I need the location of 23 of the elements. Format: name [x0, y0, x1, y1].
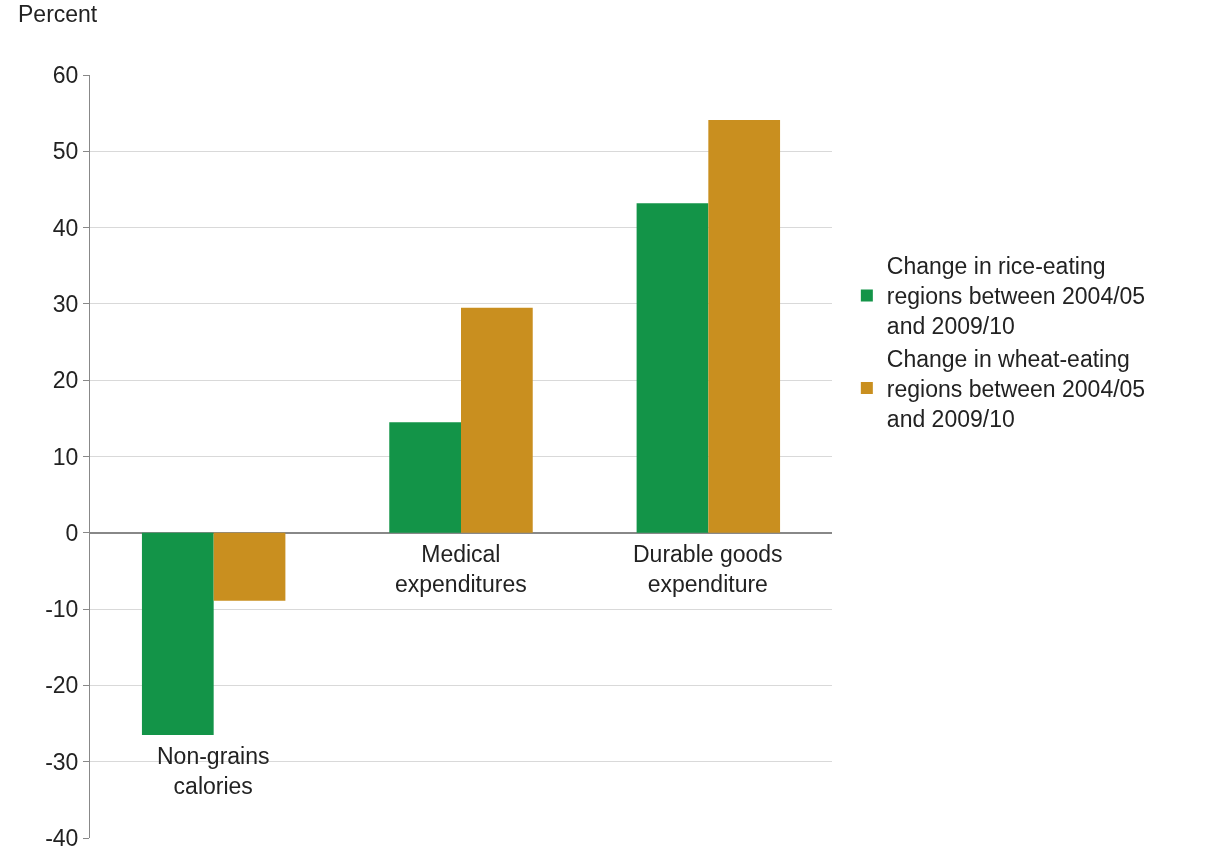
y-tick-label: 30	[52, 290, 79, 317]
bar	[708, 120, 781, 533]
y-tick-label: -10	[45, 596, 79, 623]
y-axis-title: Percent	[18, 1, 98, 27]
bar	[389, 422, 461, 533]
y-tick-label: 40	[52, 214, 79, 241]
bar	[461, 307, 533, 533]
legend-label: Change in wheat-eating regions between 2004/05 and 2009/10	[886, 346, 1146, 432]
y-tick-label: -40	[45, 825, 79, 852]
x-tick-label: Medical expenditures	[395, 541, 527, 597]
bar	[141, 532, 214, 735]
y-tick-label: -20	[45, 672, 79, 699]
legend-label: Change in rice-eating regions between 2004/05 and 2009/10	[886, 253, 1146, 340]
y-tick-label: 0	[65, 519, 79, 546]
y-tick-label: 10	[52, 443, 79, 470]
bar	[636, 203, 709, 533]
y-tick-label: 20	[52, 367, 79, 394]
x-tick-label: Non-grains calories	[157, 743, 270, 799]
x-tick-label: Durable goods expenditure	[633, 541, 783, 597]
bar	[213, 532, 286, 601]
y-tick-label: 50	[52, 138, 79, 165]
y-tick-label: 60	[52, 62, 79, 89]
y-tick-label: -30	[45, 748, 79, 775]
